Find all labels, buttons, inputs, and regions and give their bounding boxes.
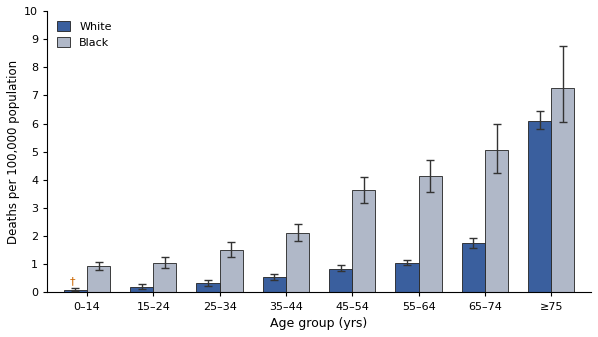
Bar (64, 290, 87, 293)
Bar (196, 283, 219, 293)
Bar (551, 88, 575, 293)
Bar (352, 190, 376, 293)
Bar (130, 287, 153, 293)
Bar (263, 277, 286, 293)
Legend: White, Black: White, Black (53, 17, 116, 53)
Y-axis label: Deaths per 100,000 population: Deaths per 100,000 population (7, 60, 20, 244)
Bar (528, 121, 551, 293)
Bar (395, 263, 419, 293)
Bar (153, 263, 176, 293)
Bar (286, 233, 309, 293)
Bar (87, 266, 110, 293)
Bar (419, 177, 442, 293)
Bar (462, 243, 485, 293)
X-axis label: Age group (yrs): Age group (yrs) (270, 317, 368, 330)
Bar (219, 250, 243, 293)
Bar (329, 269, 352, 293)
Text: †: † (69, 276, 75, 286)
Bar (485, 150, 508, 293)
